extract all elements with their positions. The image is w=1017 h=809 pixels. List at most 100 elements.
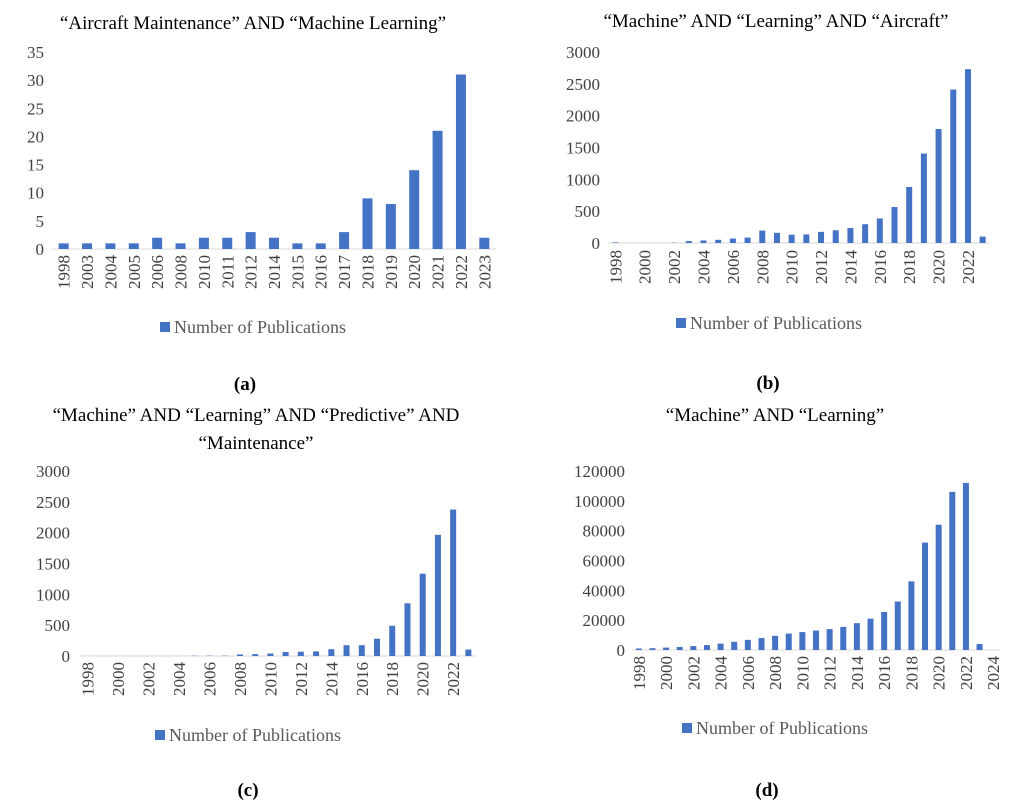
chart-a-x-tick-label: 2020	[405, 255, 424, 289]
chart-c-x-tick-label: 2020	[414, 662, 433, 696]
chart-c-x-tick-label: 2008	[231, 662, 250, 696]
chart-c-x-tick-label: 2022	[444, 662, 463, 696]
chart-d-x-tick-label: 2018	[902, 656, 921, 690]
chart-c-y-tick-label: 0	[62, 647, 71, 666]
chart-d-y-tick-label: 80000	[583, 522, 626, 541]
chart-a-legend-swatch	[160, 322, 170, 332]
chart-a-x-tick-label: 2015	[288, 255, 307, 289]
chart-b-bar-2005	[715, 239, 722, 243]
chart-c-bar-2017	[374, 638, 380, 656]
chart-b-bar-2010	[788, 234, 795, 243]
chart-a-x-tick-label: 2005	[125, 255, 144, 289]
chart-d-x-tick-label: 2002	[684, 656, 703, 690]
chart-d-bar-2016	[881, 611, 888, 650]
chart-a-bar-2017	[339, 232, 350, 249]
chart-d-bar-1999	[649, 648, 656, 650]
chart-b-bar-2016	[876, 218, 883, 243]
chart-a-y-tick-label: 20	[27, 127, 44, 146]
chart-b: “Machine” AND “Learning” AND “Aircraft” 0…	[566, 11, 990, 394]
chart-c-x-tick-label: 1998	[79, 662, 98, 696]
chart-b-x-tick-label: 2006	[724, 250, 743, 284]
chart-b-bar-2014	[847, 228, 854, 243]
chart-b-y-tick-label: 0	[592, 234, 601, 253]
chart-c-bar-2008	[236, 654, 243, 656]
chart-a-bar-2021	[432, 130, 443, 249]
chart-b-bar-2008	[759, 230, 766, 243]
chart-d-bar-2012	[826, 629, 833, 650]
chart-c-x-tick-label: 2010	[261, 662, 280, 696]
chart-d-x-tick-label: 1998	[630, 656, 649, 690]
chart-a-y-tick-label: 25	[27, 99, 44, 118]
chart-d-bar-2000	[663, 647, 670, 650]
chart-b-bar-2006	[729, 238, 736, 243]
chart-c-legend-swatch	[155, 730, 165, 740]
chart-b-x-tick-label: 2008	[753, 250, 772, 284]
chart-c: “Machine” AND “Learning” AND “Predictive…	[36, 405, 476, 801]
chart-d-bar-2009	[785, 633, 792, 650]
chart-c-y-tick-label: 1000	[36, 585, 70, 604]
chart-b-bar-2022	[964, 69, 971, 243]
chart-d-x-tick-label: 2024	[984, 656, 1003, 691]
chart-a-y-tick-label: 5	[36, 212, 45, 231]
chart-c-bar-2018	[389, 625, 396, 656]
chart-d-x-tick-label: 2022	[957, 656, 976, 690]
chart-c-bar-2013	[313, 651, 320, 656]
chart-c-x-tick-label: 2000	[109, 662, 128, 696]
chart-d-legend-label: Number of Publications	[696, 718, 868, 738]
chart-c-bar-2019	[404, 603, 411, 656]
chart-b-title-line-1: “Machine” AND “Learning” AND “Aircraft”	[603, 11, 948, 32]
chart-d-bar-2008	[772, 635, 779, 650]
chart-b-y-tick-label: 500	[575, 202, 601, 221]
chart-d-bar-2020	[935, 524, 942, 650]
chart-b-bar-2023	[979, 236, 986, 243]
chart-b-y-tick-label: 2500	[566, 75, 600, 94]
chart-a-bar-2011	[222, 237, 233, 249]
chart-d-x-tick-label: 2016	[875, 656, 894, 690]
chart-a-y-tick-label: 0	[36, 240, 45, 259]
chart-a-y-tick-label: 10	[27, 184, 44, 203]
chart-c-y-tick-label: 2000	[36, 524, 70, 543]
chart-b-bar-2019	[920, 153, 927, 243]
chart-c-bar-2010	[267, 653, 274, 656]
chart-b-caption: (b)	[756, 373, 779, 394]
chart-a-title-line-1: “Aircraft Maintenance” AND “Machine Lear…	[60, 13, 446, 34]
chart-d-bar-2018	[908, 581, 915, 650]
chart-b-x-tick-label: 2022	[959, 250, 978, 284]
chart-d-bar-2021	[949, 491, 956, 650]
chart-d-bar-2006	[744, 639, 751, 650]
chart-b-bar-2020	[935, 129, 942, 243]
chart-c-y-tick-label: 2500	[36, 493, 70, 512]
chart-a-y-tick-label: 30	[27, 71, 44, 90]
chart-a-bar-2008	[175, 243, 186, 249]
chart-d-bar-1998	[635, 648, 642, 650]
chart-b-y-tick-label: 3000	[566, 43, 600, 62]
chart-b-bar-2012	[818, 231, 825, 243]
chart-c-x-tick-label: 2018	[383, 662, 402, 696]
chart-b-x-tick-label: 2010	[783, 250, 802, 284]
chart-a-x-tick-label: 2012	[242, 255, 261, 289]
chart-c-y-tick-label: 3000	[36, 462, 70, 481]
chart-a-x-tick-label: 2003	[78, 255, 97, 289]
chart-a-x-tick-label: 2008	[172, 255, 191, 289]
chart-b-legend-label: Number of Publications	[690, 313, 862, 333]
chart-d-x-tick-label: 2006	[739, 656, 758, 690]
chart-a-bar-2022	[455, 74, 466, 249]
chart-a-x-tick-label: 2017	[335, 255, 354, 290]
chart-d-y-tick-label: 120000	[574, 462, 625, 481]
chart-b-x-tick-label: 1998	[606, 250, 625, 284]
chart-c-bar-2016	[358, 645, 365, 656]
chart-c-bar-2022	[450, 509, 457, 656]
chart-b-bar-2003	[685, 241, 692, 243]
chart-d-title-line-1: “Machine” AND “Learning”	[666, 405, 884, 426]
chart-d-x-tick-label: 2000	[657, 656, 676, 690]
chart-c-x-tick-label: 2014	[322, 662, 341, 697]
chart-c-x-tick-label: 2016	[353, 662, 372, 696]
chart-a-bar-2006	[152, 237, 163, 249]
chart-b-x-tick-label: 2020	[930, 250, 949, 284]
chart-b-x-tick-label: 2004	[695, 250, 714, 285]
chart-b-bar-2011	[803, 234, 810, 243]
chart-d-caption: (d)	[755, 780, 778, 801]
chart-a-bar-2020	[409, 170, 420, 249]
chart-c-x-tick-label: 2002	[140, 662, 159, 696]
chart-b-y-tick-label: 2000	[566, 107, 600, 126]
